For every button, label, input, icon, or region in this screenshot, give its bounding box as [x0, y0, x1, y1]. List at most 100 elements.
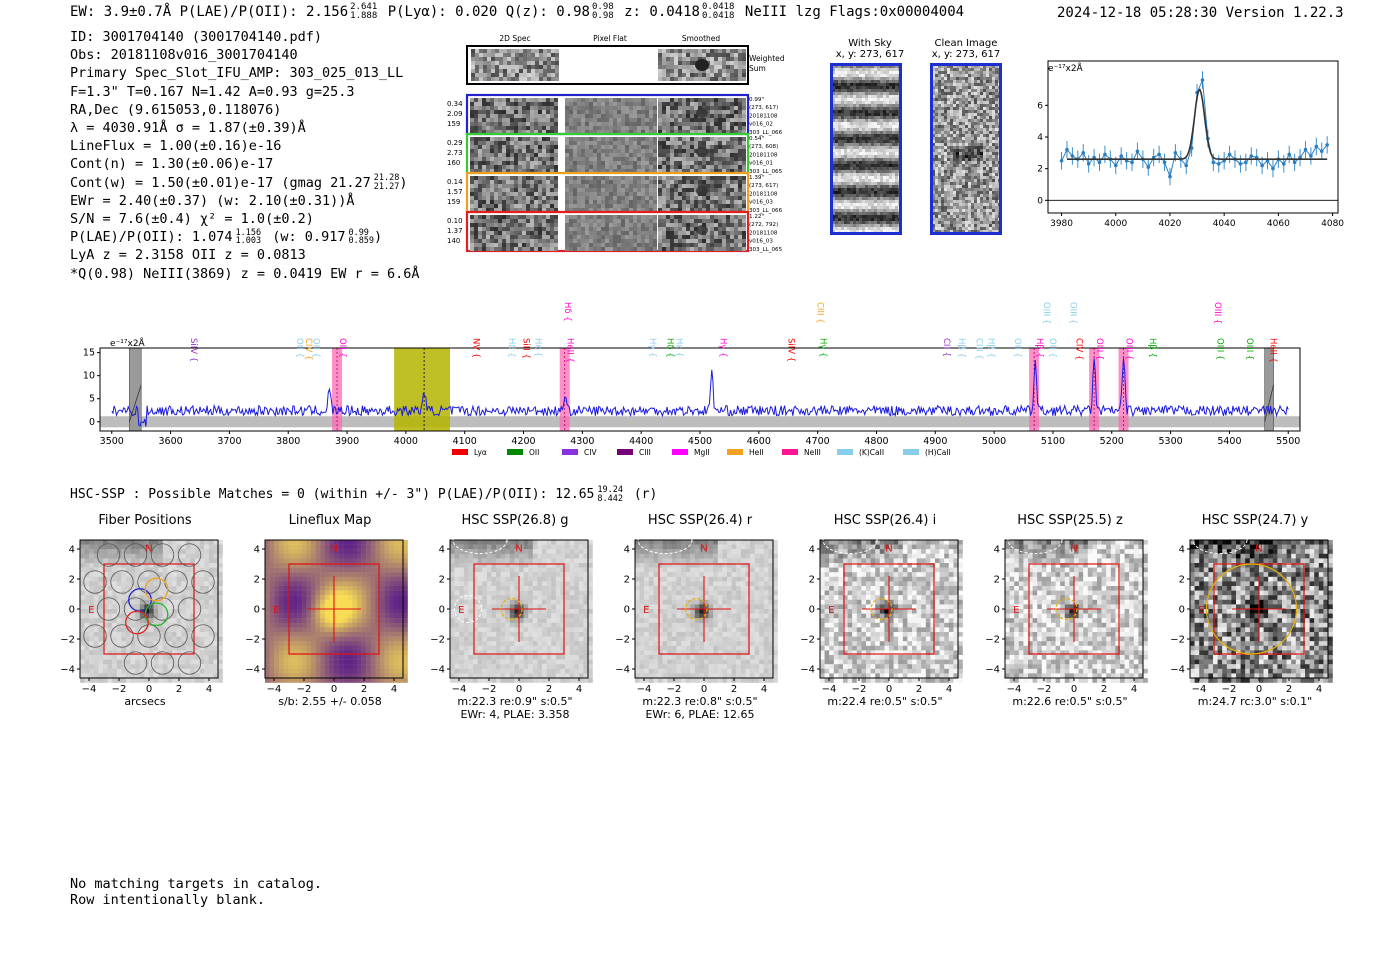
sky-pixel [895, 170, 898, 173]
hsc-pixel [315, 678, 321, 683]
sky-pixel [965, 203, 968, 206]
sky-pixel [868, 95, 871, 98]
sky-pixel [938, 188, 941, 191]
hsc-pixel [84, 632, 90, 637]
hsc-pixel [121, 650, 127, 656]
hsc-pixel [375, 641, 381, 646]
sky-pixel [850, 185, 853, 188]
sky-pixel [895, 167, 898, 170]
hsc-pixel [158, 618, 163, 623]
hsc-pixel [274, 558, 279, 564]
sky-pixel [895, 119, 898, 122]
sky-pixel [865, 176, 868, 179]
hsc-pixel [338, 586, 344, 591]
sky-pixel [986, 212, 989, 215]
sky-pixel [892, 140, 895, 143]
sky-pixel [874, 230, 877, 233]
sky-pixel [977, 209, 980, 212]
sky-pixel [977, 179, 980, 182]
sky-pixel [874, 170, 877, 173]
hsc-pixel [93, 650, 99, 656]
line-marker-label: Hγ { [718, 338, 728, 358]
hsc-x-tick-label: 4 [391, 684, 397, 695]
sky-pixel [859, 224, 862, 227]
sky-pixel [992, 74, 995, 77]
sky-pixel [974, 89, 977, 92]
hsc-pixel [292, 645, 298, 651]
hsc-pixel [347, 622, 353, 628]
sky-pixel [883, 197, 886, 200]
hsc-pixel [158, 567, 163, 573]
hsc-pixel [361, 650, 367, 656]
hsc-pixel [292, 613, 298, 619]
hsc-pixel [149, 627, 154, 633]
sky-pixel [974, 218, 977, 221]
sky-pixel [971, 92, 974, 95]
sky-pixel [971, 101, 974, 104]
hsc-pixel [149, 558, 154, 564]
hsc-pixel [265, 576, 270, 582]
hsc-pixel [324, 627, 330, 633]
sky-pixel [950, 179, 953, 182]
hsc-pixel [84, 618, 90, 623]
sky-pixel [868, 179, 871, 182]
hsc-pixel [274, 586, 279, 591]
sky-pixel [844, 218, 847, 221]
hsc-pixel [93, 655, 99, 660]
hsc-pixel [347, 599, 353, 605]
sky-pixel [971, 125, 974, 128]
hsc-pixel [158, 627, 163, 633]
hsc-pixel [292, 659, 298, 665]
sky-pixel [980, 107, 983, 110]
hsc-pixel [283, 590, 289, 596]
hsc-pixel [116, 632, 122, 637]
sky-pixel [974, 158, 977, 161]
hsc-pixel [199, 609, 205, 614]
contw-sub: 21.27 [373, 181, 400, 192]
hsc-pixel [311, 613, 316, 619]
sky-pixel [856, 140, 859, 143]
hsc-pixel [112, 636, 117, 642]
hsc-pixel [403, 544, 408, 550]
hsc-pixel [181, 641, 186, 646]
hsc-pixel [338, 604, 344, 610]
sky-pixel [947, 89, 950, 92]
hsc-pixel [84, 544, 90, 550]
sky-pixel [886, 98, 889, 101]
hsc-pixel [199, 664, 205, 669]
sky-pixel [980, 176, 983, 179]
zoom-fit-curve [1067, 88, 1328, 160]
sky-pixel [877, 113, 880, 116]
hsc-pixel [208, 664, 214, 669]
sky-pixel [971, 74, 974, 77]
hsc-pixel [366, 540, 371, 545]
hsc-pixel [190, 581, 196, 587]
hsc-pixel [121, 572, 127, 577]
legend-label: CIII [639, 448, 651, 457]
sky-pixel [965, 125, 968, 128]
sky-pixel [983, 80, 986, 83]
hsc-pixel [329, 627, 335, 633]
sky-pixel [932, 170, 935, 173]
sky-pixel [947, 146, 950, 149]
hsc-pixel [185, 622, 191, 628]
zoom-data-point [1173, 151, 1178, 155]
sky-pixel [865, 173, 868, 176]
sky-pixel [862, 116, 865, 119]
sky-pixel [968, 110, 971, 113]
sky-pixel [886, 122, 889, 125]
sky-pixel [856, 230, 859, 233]
line-marker-label: OIII { [1212, 302, 1222, 324]
sky-pixel [968, 71, 971, 74]
sky-pixel [838, 86, 841, 89]
hsc-pixel [301, 549, 307, 554]
sky-pixel [844, 170, 847, 173]
hsc-pixel [265, 673, 270, 679]
hsc-pixel [93, 618, 99, 623]
hsc-y-tick-label: 4 [254, 545, 260, 556]
sky-pixel [956, 68, 959, 71]
sky-pixel [883, 230, 886, 233]
sky-pixel [956, 74, 959, 77]
sky-pixel [983, 179, 986, 182]
zoom-data-point [1097, 160, 1102, 165]
